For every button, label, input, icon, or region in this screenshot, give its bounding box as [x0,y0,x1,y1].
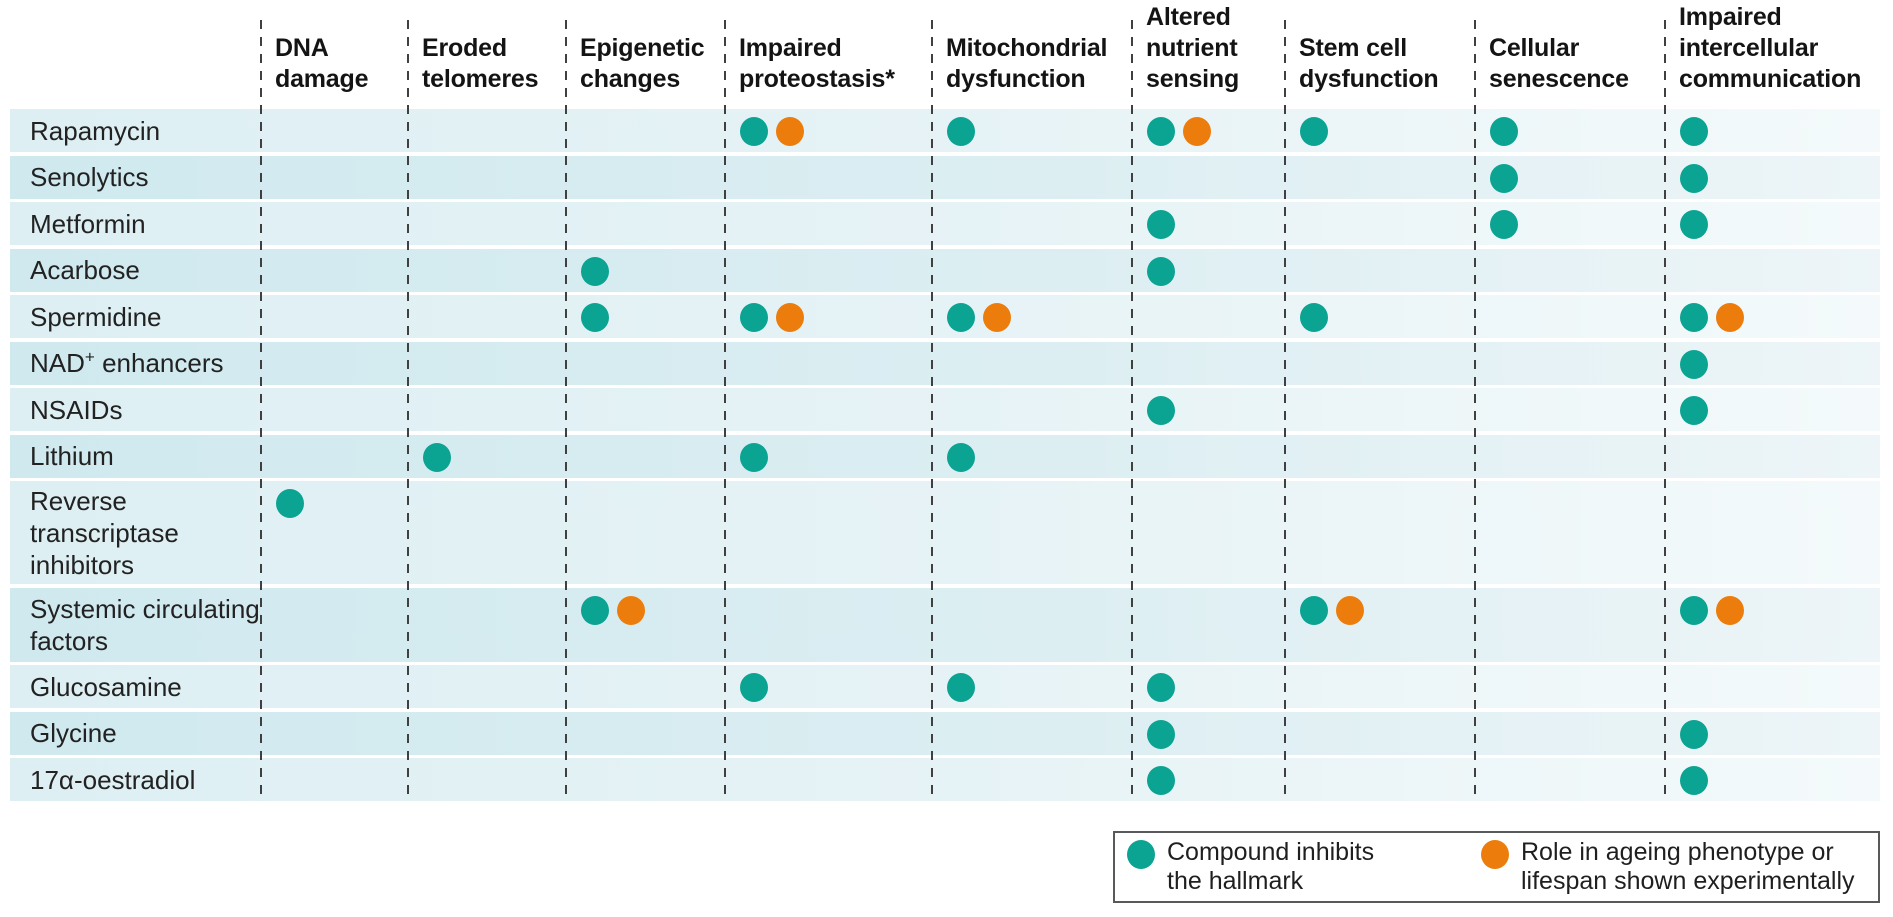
column-header: Impaired proteostasis* [739,33,924,95]
legend-label-experimental: Role in ageing phenotype or lifespan sho… [1521,838,1873,896]
inhibits-dot [740,303,768,332]
table-row: Reverse transcriptase inhibitors [10,481,1880,584]
inhibits-dot [1680,210,1708,239]
inhibits-dot [1680,720,1708,749]
column-header: Epigenetic changes [580,33,717,95]
inhibits-dot [1490,117,1518,146]
row-label: Systemic circulating factors [10,593,260,657]
inhibits-dot [740,117,768,146]
inhibits-dot [1680,117,1708,146]
experimental-dot [1716,596,1744,625]
inhibits-dot [1680,396,1708,425]
inhibits-dot [1300,596,1328,625]
table-row: 17α-oestradiol [10,758,1880,801]
column-header: DNA damage [275,33,400,95]
table-row: Senolytics [10,156,1880,199]
dashed-column-line [565,20,567,801]
inhibits-dot [947,117,975,146]
inhibits-dot [1147,720,1175,749]
experimental-dot [1716,303,1744,332]
column-header: Mitochondrial dysfunction [946,33,1124,95]
row-label: Metformin [10,208,146,240]
dashed-column-line [1664,20,1666,801]
inhibits-dot [1680,766,1708,795]
inhibits-dot [740,673,768,702]
inhibits-dot [1490,164,1518,193]
column-header: Altered nutrient sensing [1146,2,1277,95]
dashed-column-line [931,20,933,801]
column-header: Impaired intercellular communication [1679,2,1872,95]
row-label: Lithium [10,440,114,472]
row-label: Spermidine [10,301,162,333]
inhibits-dot [1300,117,1328,146]
inhibits-dot [581,257,609,286]
row-label: Glucosamine [10,671,182,703]
legend-label-inhibits: Compound inhibits the hallmark [1167,838,1402,896]
dashed-column-line [407,20,409,801]
row-label: Acarbose [10,254,140,286]
inhibits-dot [740,443,768,472]
inhibits-dot [1147,117,1175,146]
table-row: Spermidine [10,295,1880,338]
experimental-dot [1336,596,1364,625]
inhibits-dot [276,489,304,518]
experimental-dot [983,303,1011,332]
row-label: NAD+ enhancers [10,347,224,379]
row-label: NSAIDs [10,394,122,426]
table-row: Acarbose [10,249,1880,292]
inhibits-dot [581,303,609,332]
inhibits-dot [1300,303,1328,332]
inhibits-dot [947,443,975,472]
table-row: Rapamycin [10,109,1880,152]
table-row: Lithium [10,435,1880,478]
inhibits-dot [947,303,975,332]
row-label: Rapamycin [10,115,160,147]
table-row: NSAIDs [10,388,1880,431]
inhibits-dot [1147,673,1175,702]
column-header: Cellular senescence [1489,33,1657,95]
hallmarks-compounds-matrix: DNA damage Eroded telomeres Epigenetic cha… [0,0,1893,917]
row-label: Senolytics [10,161,149,193]
table-row: NAD+ enhancers [10,342,1880,385]
legend: Compound inhibits the hallmark Role in a… [1113,831,1880,903]
table-row: Metformin [10,202,1880,245]
column-header: Eroded telomeres [422,33,558,95]
inhibits-dot [581,596,609,625]
row-label: Glycine [10,717,117,749]
inhibits-dot [1680,350,1708,379]
experimental-dot [1481,840,1509,869]
inhibits-dot [1127,840,1155,869]
inhibits-dot [1147,766,1175,795]
inhibits-dot [1680,303,1708,332]
inhibits-dot [1147,396,1175,425]
dashed-column-line [260,20,262,801]
row-label: 17α-oestradiol [10,764,195,796]
table-row: Systemic circulating factors [10,588,1880,662]
dashed-column-line [1284,20,1286,801]
inhibits-dot [1147,210,1175,239]
row-label: Reverse transcriptase inhibitors [10,485,260,581]
experimental-dot [776,303,804,332]
table-row: Glycine [10,712,1880,755]
dashed-column-line [724,20,726,801]
inhibits-dot [1680,596,1708,625]
experimental-dot [1183,117,1211,146]
dashed-column-line [1131,20,1133,801]
dashed-column-line [1474,20,1476,801]
table-row: Glucosamine [10,665,1880,708]
inhibits-dot [947,673,975,702]
column-header: Stem cell dysfunction [1299,33,1467,95]
inhibits-dot [1680,164,1708,193]
inhibits-dot [423,443,451,472]
inhibits-dot [1490,210,1518,239]
inhibits-dot [1147,257,1175,286]
column-headers: DNA damage Eroded telomeres Epigenetic cha… [0,0,1893,103]
experimental-dot [776,117,804,146]
experimental-dot [617,596,645,625]
